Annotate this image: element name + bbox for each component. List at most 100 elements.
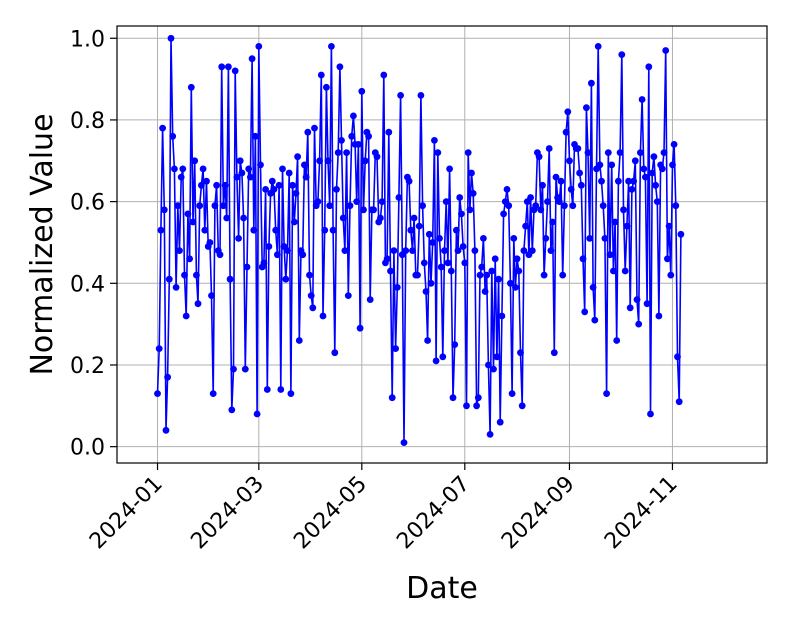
data-point xyxy=(576,169,583,177)
data-point xyxy=(424,337,431,344)
data-point xyxy=(562,128,570,136)
data-point xyxy=(645,63,653,71)
data-point xyxy=(383,255,391,263)
data-point xyxy=(616,149,624,157)
data-point xyxy=(169,132,177,140)
data-point xyxy=(610,267,617,275)
data-point xyxy=(235,235,243,242)
data-point xyxy=(397,92,404,99)
data-point xyxy=(366,296,374,303)
data-point xyxy=(437,263,445,271)
data-point xyxy=(165,275,173,283)
data-point xyxy=(535,153,543,161)
data-point xyxy=(662,47,670,54)
y-tick-label: 0.8 xyxy=(70,109,105,134)
data-point xyxy=(518,402,526,410)
data-point xyxy=(434,149,442,157)
data-point xyxy=(225,63,232,71)
data-point xyxy=(385,128,393,136)
data-point xyxy=(272,226,280,234)
data-point xyxy=(431,137,438,144)
data-point xyxy=(221,181,229,189)
data-point xyxy=(186,255,194,263)
data-point xyxy=(537,206,545,214)
data-point xyxy=(287,390,295,397)
data-point xyxy=(637,149,644,157)
data-point xyxy=(177,173,185,181)
data-point xyxy=(294,153,301,161)
data-point xyxy=(302,173,310,181)
data-point xyxy=(184,210,192,218)
data-point xyxy=(623,222,631,230)
data-point xyxy=(466,206,474,214)
data-point xyxy=(196,202,204,210)
data-point xyxy=(674,353,681,361)
data-point xyxy=(275,181,283,189)
data-point xyxy=(638,96,646,103)
data-point xyxy=(260,259,268,267)
data-point xyxy=(171,165,178,173)
data-point xyxy=(446,165,453,173)
data-point xyxy=(544,198,551,206)
data-point xyxy=(677,230,685,238)
data-point xyxy=(589,284,597,291)
data-point xyxy=(316,157,323,165)
data-point xyxy=(599,202,607,210)
data-point xyxy=(486,431,494,438)
data-point xyxy=(508,390,516,397)
data-point xyxy=(422,288,430,295)
data-point xyxy=(209,390,217,397)
data-point xyxy=(496,418,504,426)
data-point xyxy=(348,132,356,140)
series-layer xyxy=(154,34,685,446)
data-point xyxy=(495,275,502,283)
data-point xyxy=(517,349,524,357)
data-point xyxy=(241,365,249,373)
y-tick-label: 0.4 xyxy=(70,272,105,297)
data-point xyxy=(603,390,610,397)
data-point xyxy=(458,210,465,218)
data-point xyxy=(248,55,256,63)
data-point xyxy=(326,202,334,210)
data-point xyxy=(317,71,325,79)
data-point xyxy=(669,161,676,169)
data-point xyxy=(355,141,362,148)
data-point xyxy=(473,402,480,410)
data-point xyxy=(532,202,540,210)
data-point xyxy=(520,247,528,255)
data-point xyxy=(478,263,486,271)
y-axis: 0.0 0.2 0.4 0.6 0.8 1.0 xyxy=(70,27,117,461)
data-point xyxy=(344,292,352,299)
data-point xyxy=(263,386,271,393)
data-point xyxy=(633,296,641,303)
data-point xyxy=(160,206,168,214)
data-point xyxy=(540,271,548,279)
data-point xyxy=(615,177,622,185)
data-point xyxy=(468,169,475,177)
data-point xyxy=(255,43,263,50)
data-point xyxy=(414,271,421,279)
data-point xyxy=(606,251,614,259)
data-point xyxy=(292,190,300,197)
data-point xyxy=(284,247,291,255)
data-point xyxy=(513,255,521,263)
data-point xyxy=(314,198,322,206)
data-point xyxy=(220,202,227,210)
data-point xyxy=(557,177,565,185)
data-point xyxy=(488,267,496,275)
data-point xyxy=(561,202,568,210)
data-point xyxy=(505,202,513,210)
data-point xyxy=(231,67,239,75)
data-point xyxy=(193,271,200,279)
data-point xyxy=(324,157,332,165)
data-point xyxy=(365,132,372,140)
data-point xyxy=(650,153,658,161)
data-point xyxy=(331,349,339,357)
data-point xyxy=(409,247,416,255)
data-point xyxy=(346,202,354,210)
data-point xyxy=(240,214,248,222)
data-point xyxy=(228,406,236,414)
data-point xyxy=(236,157,244,165)
data-point xyxy=(542,235,550,242)
